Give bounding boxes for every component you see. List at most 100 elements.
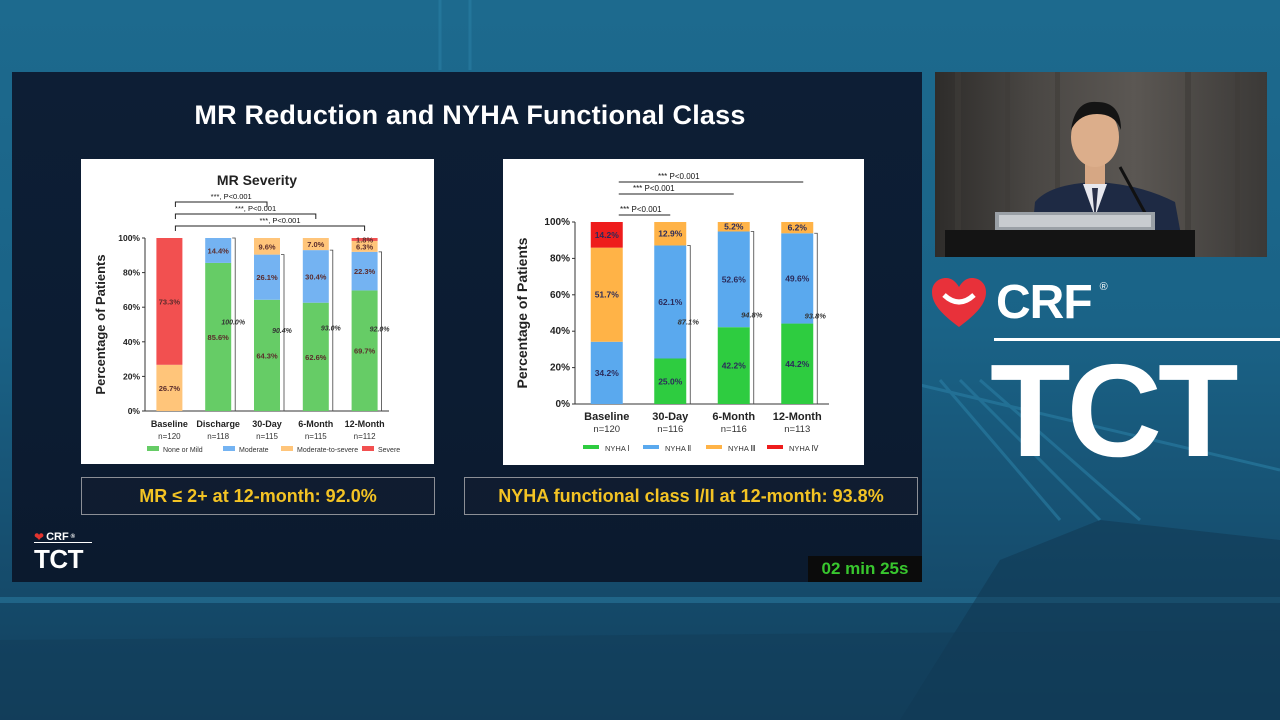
bar-value-label: 73.3% xyxy=(159,297,181,306)
significance-label: ***, P<0.001 xyxy=(235,204,276,213)
x-n-label: n=112 xyxy=(354,432,376,441)
bar-value-label: 62.6% xyxy=(305,353,327,362)
x-n-label: n=120 xyxy=(593,424,620,435)
bar-segment xyxy=(254,254,280,300)
nyha-callout: NYHA functional class I/II at 12-month: … xyxy=(464,477,918,515)
y-tick-label: 20% xyxy=(123,371,140,381)
x-category-label: 6-Month xyxy=(298,419,333,429)
bar-segment xyxy=(302,302,329,411)
significance-bracket xyxy=(174,213,317,219)
x-n-label: n=118 xyxy=(207,432,229,441)
significance-label: *** P<0.001 xyxy=(633,184,675,193)
y-tick-label: 60% xyxy=(550,290,570,301)
significance-label: *** P<0.001 xyxy=(620,205,662,214)
bar-value-label: 26.7% xyxy=(159,384,181,393)
bar-segment xyxy=(351,240,378,252)
y-tick-label: 0% xyxy=(556,399,571,410)
legend-label: NYHA Ⅳ xyxy=(789,444,819,453)
x-category-label: Discharge xyxy=(196,419,240,429)
bar-value-label: 52.6% xyxy=(722,274,747,284)
legend-label: Severe xyxy=(378,447,400,454)
legend-label: NYHA Ⅲ xyxy=(728,444,756,453)
bar-value-label: 51.7% xyxy=(595,290,620,300)
x-category-label: 30-Day xyxy=(252,419,282,429)
mr-severity-chart: MR Severity Percentage of Patients 0% 20% 40… xyxy=(93,172,400,454)
cumulative-bracket xyxy=(329,249,334,412)
cumulative-label: 93.8% xyxy=(805,312,827,321)
y-tick-label: 20% xyxy=(550,363,570,374)
bar-segment xyxy=(781,323,814,404)
bar-segment xyxy=(781,222,814,234)
legend-label: None or Mild xyxy=(163,447,203,454)
mr-callout-text: MR ≤ 2+ at 12-month: 92.0% xyxy=(139,485,377,506)
bar-segment xyxy=(351,238,378,241)
bar-value-label: 42.2% xyxy=(722,361,747,371)
y-tick-label: 60% xyxy=(123,302,140,312)
bar-segment xyxy=(254,299,280,411)
x-category-label: 30-Day xyxy=(652,411,689,423)
x-n-label: n=113 xyxy=(784,424,810,435)
bar-segment xyxy=(205,238,232,263)
cumulative-bracket xyxy=(232,237,236,412)
slide-logo-crf: CRF xyxy=(46,531,69,543)
bar-segment xyxy=(781,233,814,324)
bar-value-label: 49.6% xyxy=(785,273,810,283)
nyha-chart-panel: Percentage of Patients 0% 20% 40% 60% 80% 100%… xyxy=(503,159,864,465)
x-category-label: 6-Month xyxy=(712,411,755,423)
mr-severity-chart-panel: MR Severity Percentage of Patients 0% 20% 40… xyxy=(81,159,434,464)
bar-segment xyxy=(205,262,232,411)
slide-logo: ❤ CRF ® TCT xyxy=(34,530,92,575)
x-n-label: n=120 xyxy=(158,432,181,441)
crf-heart-icon xyxy=(932,277,986,327)
cumulative-bracket xyxy=(281,254,285,412)
legend-label: NYHA Ⅰ xyxy=(605,444,630,453)
y-tick-label: 40% xyxy=(550,326,570,337)
bar-segment xyxy=(717,222,750,232)
cumulative-bracket xyxy=(687,245,691,405)
bar-value-label: 69.7% xyxy=(354,347,376,356)
cumulative-bracket xyxy=(378,251,382,412)
y-tick-label: 100% xyxy=(544,217,570,228)
bar-segment xyxy=(351,290,378,411)
significance-label: ***, P<0.001 xyxy=(259,216,300,225)
y-tick-label: 40% xyxy=(123,337,140,347)
bar-segment xyxy=(302,250,329,303)
cumulative-bracket xyxy=(814,232,818,405)
cumulative-label: 94.8% xyxy=(741,311,763,320)
cumulative-label: 87.1% xyxy=(678,318,700,327)
significance-bracket xyxy=(174,201,268,207)
legend-swatch xyxy=(362,446,374,451)
brand-crf: CRF xyxy=(996,276,1093,329)
bar-value-label: 64.3% xyxy=(256,351,278,360)
bar-value-label: 62.1% xyxy=(658,297,683,307)
bar-segment xyxy=(654,358,687,404)
speaker-video xyxy=(935,72,1267,257)
cumulative-bracket xyxy=(750,231,755,405)
y-tick-label: 0% xyxy=(128,406,141,416)
bar-segment xyxy=(717,327,750,404)
bar-segment xyxy=(590,341,623,404)
x-n-label: n=116 xyxy=(721,424,747,435)
bar-value-label: 26.1% xyxy=(256,273,278,282)
bar-value-label: 9.6% xyxy=(258,242,275,251)
bar-value-label: 25.0% xyxy=(658,376,683,386)
x-n-label: n=115 xyxy=(256,432,278,441)
heart-icon: ❤ xyxy=(34,530,45,544)
brand-tct: TCT xyxy=(990,337,1239,484)
brand-divider xyxy=(994,338,1280,341)
legend-swatch xyxy=(767,445,783,449)
significance-label: ***, P<0.001 xyxy=(211,192,252,201)
bar-segment xyxy=(351,251,378,291)
legend-swatch xyxy=(643,445,659,449)
x-category-label: Baseline xyxy=(151,419,188,429)
bar-value-label: 44.2% xyxy=(785,359,810,369)
bar-value-label: 7.0% xyxy=(307,240,324,249)
bar-value-label: 5.2% xyxy=(724,222,744,232)
legend-swatch xyxy=(583,445,599,449)
crf-tct-brand: CRF ® TCT xyxy=(930,275,1280,477)
y-tick-label: 80% xyxy=(550,253,570,264)
countdown-timer: 02 min 25s xyxy=(808,556,922,582)
x-category-label: 12-Month xyxy=(773,411,822,423)
legend-swatch xyxy=(223,446,235,451)
cumulative-label: 93.0% xyxy=(321,326,342,333)
